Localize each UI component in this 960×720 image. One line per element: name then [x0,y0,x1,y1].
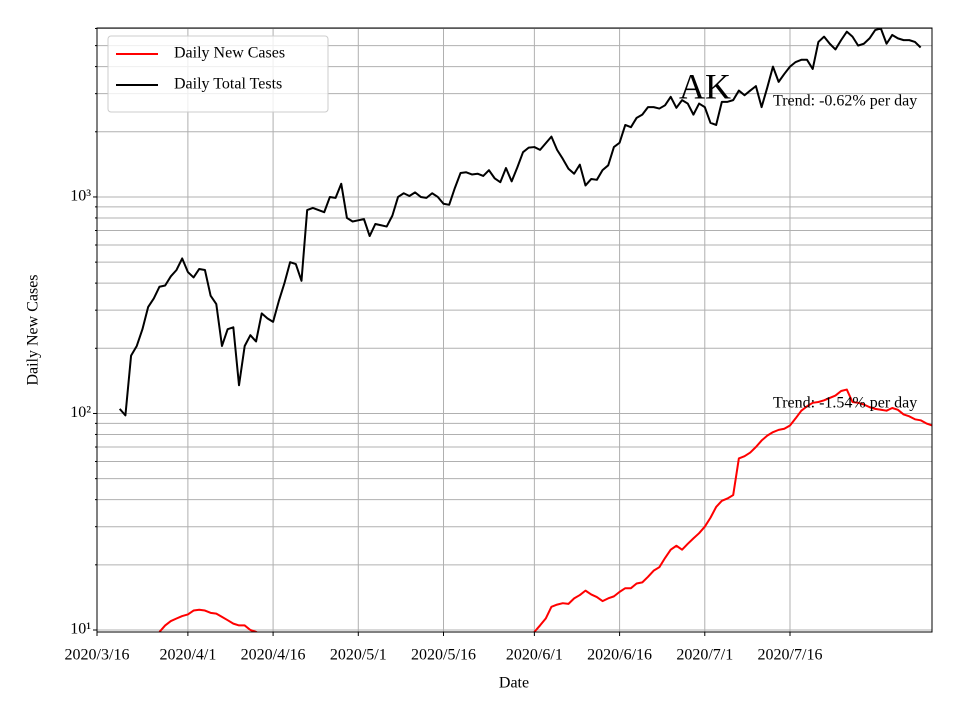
x-tick-label: 2020/3/16 [65,647,130,664]
y-axis-label: Daily New Cases [25,274,42,385]
x-tick-label: 2020/7/16 [758,647,823,664]
plot-area [118,28,932,632]
x-tick-label: 2020/6/16 [587,647,652,664]
x-tick-label: 2020/4/1 [159,647,216,664]
x-tick-label: 2020/4/16 [241,647,306,664]
x-tick-label: 2020/7/1 [676,647,733,664]
axes-frame [96,27,933,633]
x-axis-label: Date [499,675,529,692]
legend-label: Daily Total Tests [174,76,282,93]
annotation: Trend: -0.62% per day [773,93,917,110]
x-tick-label: 2020/6/1 [506,647,563,664]
legend: Daily New Cases Daily Total Tests [107,35,329,113]
legend-box [107,35,329,113]
data-line [118,28,922,417]
y-tick-label: 10³ [70,188,91,205]
data-line [158,388,932,632]
x-tick-label: 2020/5/1 [330,647,387,664]
y-tick-label: 10¹ [70,621,91,638]
y-tick-label: 10² [70,404,91,421]
chart-title: AK [679,66,731,106]
ticks: 10¹ 10² 10³ 2020/3/16 2020/4/1 2020/4/16 2020/… [65,27,823,664]
legend-label: Daily New Cases [174,45,285,62]
x-tick-label: 2020/5/16 [411,647,476,664]
annotation: Trend: -1.54% per day [773,395,917,412]
